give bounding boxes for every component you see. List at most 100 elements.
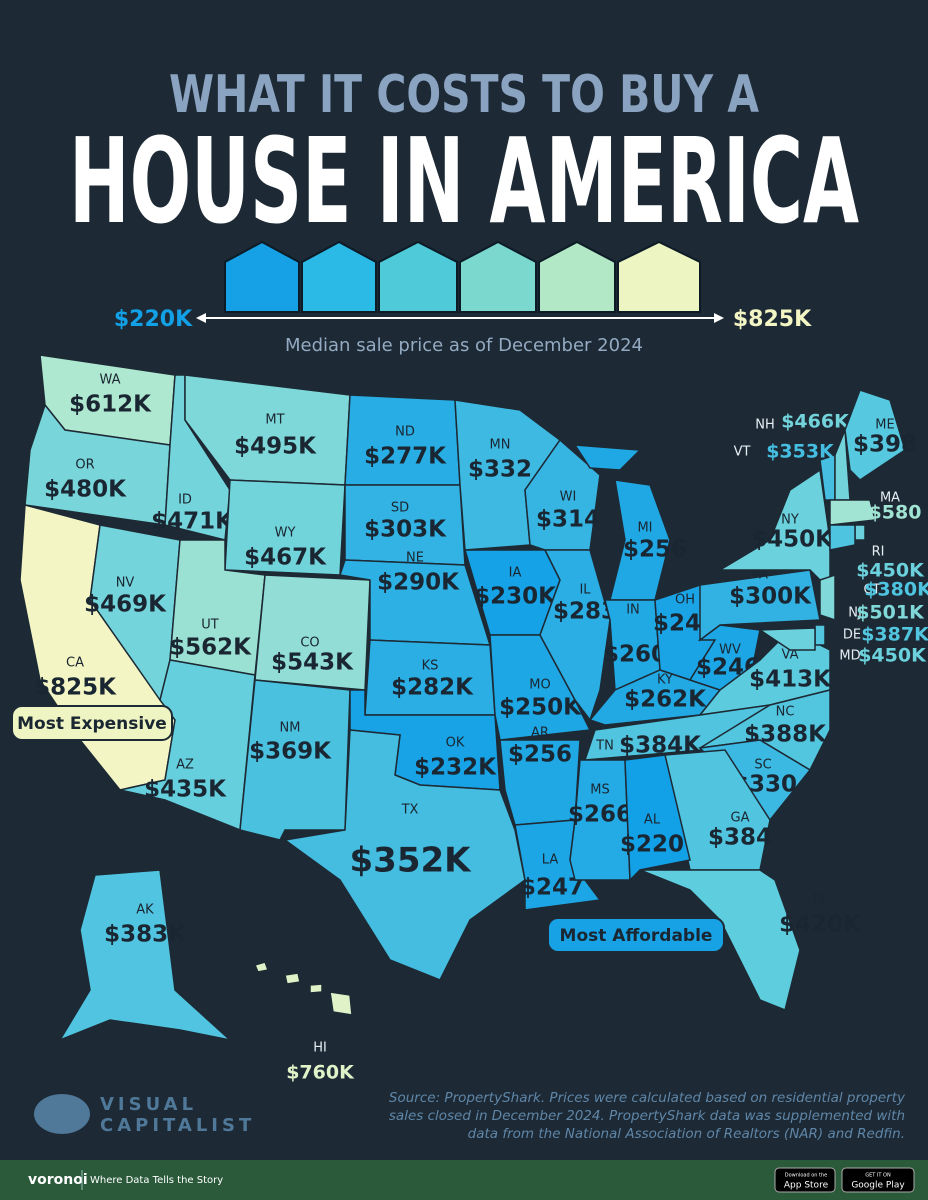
house: [617, 240, 701, 313]
state-abbr: WY: [275, 526, 296, 541]
house: [459, 240, 537, 313]
source: Source: PropertyShark. Prices were calcu…: [389, 1090, 906, 1142]
google-play-button[interactable]: [841, 1167, 915, 1193]
state-abbr: TX: [401, 803, 419, 818]
state-abbr: OK: [446, 736, 465, 751]
state-price: $282K: [391, 675, 474, 701]
state-abbr: WV: [719, 643, 741, 658]
badge: [547, 917, 725, 953]
state-price: $420K: [779, 912, 862, 938]
state-abbr: WA: [99, 373, 120, 388]
state-price: $277K: [364, 444, 447, 470]
state-abbr: TN: [595, 739, 614, 754]
state-shape: [844, 389, 906, 481]
state-shape: [639, 869, 801, 1012]
houses: [224, 240, 701, 313]
source-line: data from the National Association of Re…: [468, 1126, 905, 1142]
state-price: $353K: [766, 441, 835, 463]
app-store-button[interactable]: [774, 1167, 836, 1193]
state-abbr: KS: [422, 659, 439, 674]
state-abbr: AR: [531, 726, 549, 741]
state-abbr: SD: [391, 501, 409, 516]
state-abbr: MA: [880, 491, 900, 506]
state-abbr: CO: [300, 636, 319, 651]
state-abbr: NC: [776, 705, 795, 720]
state-abbr: SC: [754, 758, 771, 773]
state-shape: [284, 972, 301, 985]
state-price: $380K: [864, 579, 928, 601]
state-price: $230K: [474, 584, 557, 610]
state-abbr: NV: [116, 576, 135, 591]
state-shape: [309, 983, 323, 994]
state-abbr: LA: [542, 853, 559, 868]
state-abbr: GA: [731, 811, 750, 826]
footer-brand: voronoi: [28, 1172, 88, 1188]
state-shape: [253, 961, 270, 973]
footer: [0, 1160, 928, 1200]
state-price: $303K: [364, 517, 447, 543]
state-price: $387K: [861, 624, 928, 646]
state-shape: [829, 524, 856, 551]
state-abbr: MS: [590, 783, 609, 798]
state-abbr: NM: [280, 721, 301, 736]
state-shape: [58, 869, 233, 1042]
state-price: $247: [520, 875, 584, 901]
state-abbr: ME: [875, 418, 894, 433]
state-shape: [854, 524, 866, 541]
state-price: $384: [708, 825, 772, 851]
state-abbr: AK: [136, 903, 154, 918]
state-abbr: NY: [781, 513, 799, 528]
state-price: $562K: [169, 635, 252, 661]
legend-max: $825K: [733, 307, 812, 332]
state-abbr: PA: [752, 568, 768, 583]
state-abbr: IL: [579, 583, 591, 598]
state-abbr: IN: [626, 603, 640, 618]
state-price: $256: [508, 742, 572, 768]
state-abbr: IA: [509, 566, 522, 581]
state-shape: [717, 468, 831, 592]
state-abbr: ND: [395, 425, 415, 440]
state-price: $501K: [856, 602, 925, 624]
state-price: $383K: [104, 922, 187, 948]
state-price: $369K: [249, 739, 332, 765]
state-shape: [624, 754, 691, 882]
state-price: $352K: [350, 841, 473, 881]
state-price: $250K: [499, 695, 582, 721]
state-shape: [329, 991, 353, 1016]
state-price: $495K: [234, 434, 317, 460]
state-abbr: CA: [66, 656, 84, 671]
house: [538, 240, 616, 313]
title-line2: HOUSE IN AMERICA: [69, 112, 859, 250]
state-price: $466K: [781, 411, 850, 433]
state-shape: [757, 627, 816, 651]
state-abbr: WI: [560, 490, 577, 505]
brand-line2: CAPITALIST: [100, 1115, 255, 1136]
state-price: $266: [568, 802, 632, 828]
state-abbr: OR: [75, 458, 94, 473]
state-price: $413K: [749, 667, 832, 693]
state-price: $232K: [414, 755, 497, 781]
source-line: Source: PropertyShark. Prices were calcu…: [389, 1090, 906, 1106]
state-shape: [819, 573, 836, 622]
app-store-small: Download on the: [785, 1173, 827, 1179]
state-abbr: RI: [872, 545, 885, 560]
state-price: $450K: [858, 645, 927, 667]
state-abbr: MN: [490, 438, 511, 453]
legend-caption: Median sale price as of December 2024: [285, 335, 643, 356]
state-shape: [573, 444, 642, 471]
badge: [11, 705, 173, 741]
title-line1: WHAT IT COSTS TO BUY A: [169, 65, 759, 125]
state-price: $256: [623, 537, 687, 563]
state-price: $450K: [856, 560, 925, 582]
most-expensive: Most Expensive: [17, 714, 167, 734]
state-abbr: NH: [755, 418, 775, 433]
state-price: $580: [869, 502, 922, 524]
state-abbr: UT: [201, 618, 219, 633]
house: [224, 240, 300, 313]
state-price: $220: [620, 832, 684, 858]
state-price: $543K: [271, 650, 354, 676]
house: [301, 240, 377, 313]
state-abbr: FL: [813, 893, 828, 908]
google-small: GET IT ON: [865, 1173, 891, 1179]
state-abbr: ID: [178, 493, 192, 508]
